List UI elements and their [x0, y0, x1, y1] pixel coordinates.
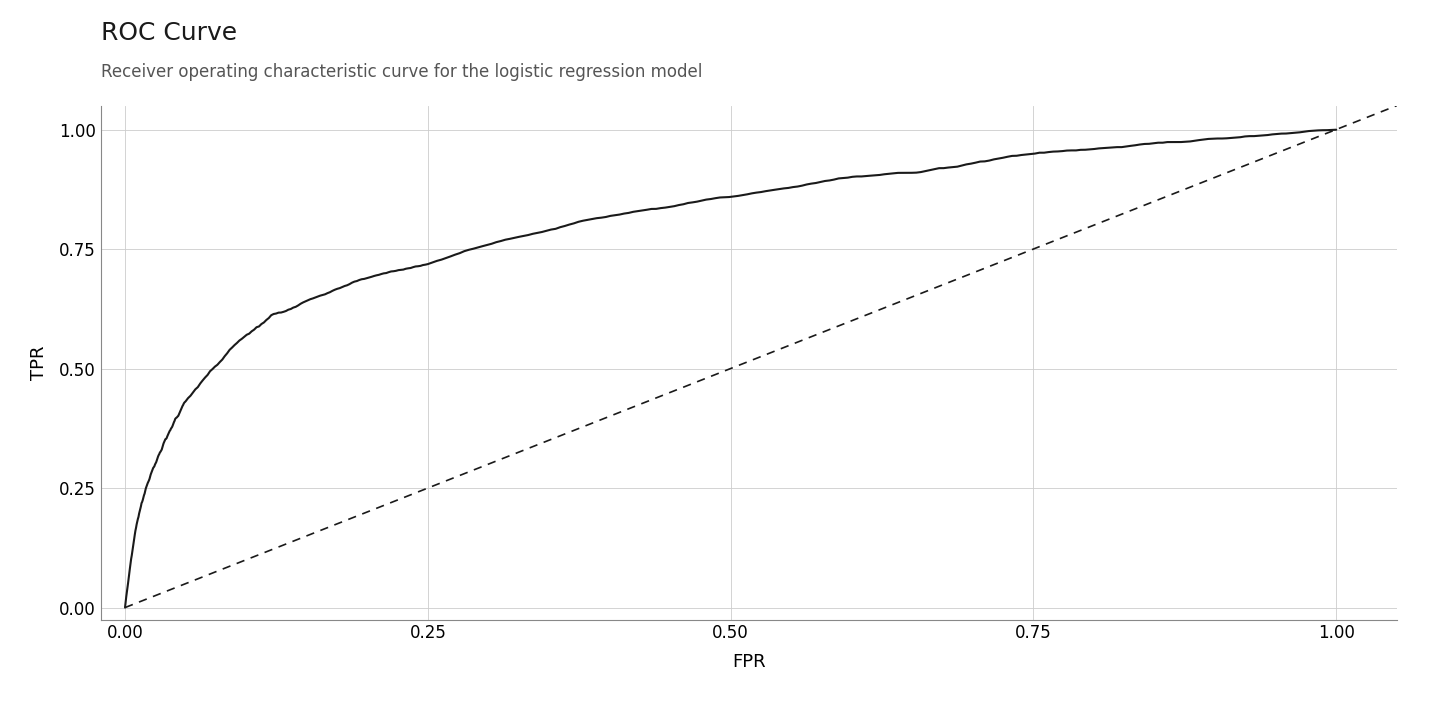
Text: ROC Curve: ROC Curve	[101, 21, 238, 45]
Text: Receiver operating characteristic curve for the logistic regression model: Receiver operating characteristic curve …	[101, 63, 703, 82]
X-axis label: FPR: FPR	[732, 653, 766, 672]
Y-axis label: TPR: TPR	[30, 345, 48, 380]
